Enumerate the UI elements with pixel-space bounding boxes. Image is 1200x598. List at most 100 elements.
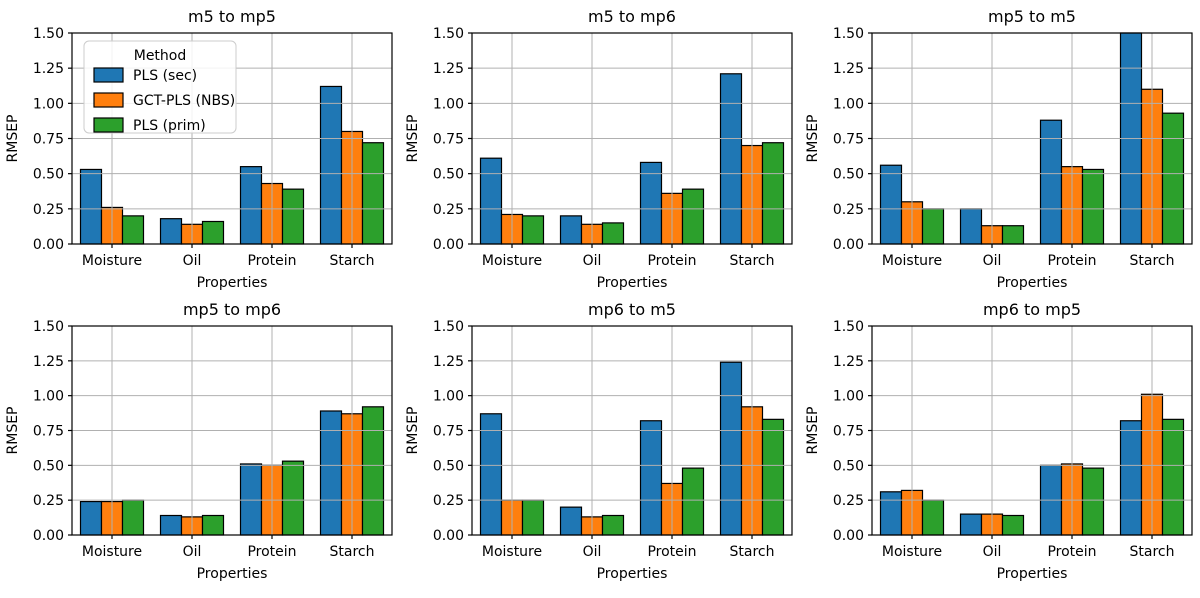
y-tick-label: 0.25 <box>433 493 464 509</box>
y-tick-label: 0.50 <box>33 167 64 183</box>
y-tick-label: 0.25 <box>33 202 64 218</box>
y-tick-label: 0.50 <box>833 458 864 474</box>
bar-pls-sec--starch <box>719 73 743 245</box>
x-tick-label-protein: Protein <box>647 253 696 269</box>
subplot-mp6-to-mp5: 0.00 0.25 0.50 0.75 1.00 1.25 1.50 Moisture Oil P… <box>800 297 1200 594</box>
subplot-title: mp6 to m5 <box>588 300 676 319</box>
y-tick-label: 1.00 <box>33 389 64 405</box>
y-tick-label: 1.00 <box>833 96 864 112</box>
bar-pls-prim--starch <box>761 418 785 536</box>
bar-pls-sec--oil <box>559 215 583 245</box>
y-tick-label: 1.50 <box>33 319 64 335</box>
y-axis-label: RMSEP <box>405 115 421 163</box>
bar-pls-prim--starch <box>361 142 385 245</box>
y-tick-label: 1.25 <box>33 354 64 370</box>
x-axis-label: Properties <box>197 566 268 582</box>
x-tick-label-starch: Starch <box>1130 253 1175 269</box>
y-tick-label: 1.50 <box>33 26 64 42</box>
bar-pls-sec--starch <box>319 85 343 245</box>
subplot-mp6-to-m5: 0.00 0.25 0.50 0.75 1.00 1.25 1.50 Moisture Oil P… <box>400 297 800 594</box>
y-tick-label: 1.50 <box>433 319 464 335</box>
legend: Method PLS (sec) GCT-PLS (NBS) PLS (prim) <box>83 40 237 134</box>
bar-pls-sec--starch <box>319 410 343 536</box>
subplot-title: m5 to mp6 <box>588 7 676 26</box>
x-tick-label-oil: Oil <box>183 544 202 560</box>
y-tick-label: 0.50 <box>33 458 64 474</box>
bar-pls-prim--protein <box>1081 168 1105 245</box>
y-tick-label: 1.50 <box>833 319 864 335</box>
bar-pls-prim--oil <box>201 220 225 245</box>
y-tick-label: 0.75 <box>33 424 64 440</box>
bar-pls-prim--moisture <box>521 499 545 536</box>
bar-pls-sec--moisture <box>479 157 503 245</box>
y-tick-label: 1.00 <box>433 389 464 405</box>
y-tick-label: 1.00 <box>33 96 64 112</box>
bar-pls-prim--starch <box>1161 112 1185 245</box>
legend-title: Method <box>134 48 187 64</box>
y-tick-label: 0.75 <box>33 132 64 148</box>
y-tick-label: 0.25 <box>833 493 864 509</box>
bar-pls-prim--protein <box>1081 467 1105 536</box>
subplot-mp5-to-mp6: 0.00 0.25 0.50 0.75 1.00 1.25 1.50 Moisture Oil P… <box>0 297 400 594</box>
bar-pls-prim--oil <box>601 514 625 536</box>
chart-svg-mp5-to-mp6: 0.00 0.25 0.50 0.75 1.00 1.25 1.50 Moisture Oil P… <box>5 300 393 582</box>
y-tick-label: 0.00 <box>433 528 464 544</box>
bar-pls-prim--oil <box>1001 514 1025 536</box>
y-tick-label: 1.25 <box>833 354 864 370</box>
subplot-title: mp5 to m5 <box>988 7 1076 26</box>
y-tick-label: 0.25 <box>433 202 464 218</box>
y-tick-label: 0.75 <box>433 424 464 440</box>
x-axis-label: Properties <box>597 566 668 582</box>
subplot-mp5-to-m5: 0.00 0.25 0.50 0.75 1.00 1.25 1.50 Moisture Oil P… <box>800 0 1200 297</box>
bar-pls-prim--starch <box>1161 418 1185 536</box>
x-tick-label-protein: Protein <box>1047 253 1096 269</box>
x-axis-label: Properties <box>997 566 1068 582</box>
x-tick-label-oil: Oil <box>983 544 1002 560</box>
bar-pls-sec--oil <box>159 514 183 536</box>
x-tick-label-protein: Protein <box>247 544 296 560</box>
x-tick-label-oil: Oil <box>583 253 602 269</box>
y-tick-label: 1.50 <box>433 26 464 42</box>
x-tick-label-starch: Starch <box>330 544 375 560</box>
bar-pls-sec--moisture <box>879 491 903 536</box>
x-tick-label-starch: Starch <box>330 253 375 269</box>
bar-pls-prim--moisture <box>121 215 145 245</box>
legend-label-1: PLS (sec) <box>133 68 197 84</box>
y-tick-label: 0.75 <box>433 132 464 148</box>
bar-pls-prim--moisture <box>121 499 145 536</box>
y-tick-label: 1.00 <box>833 389 864 405</box>
y-axis-label: RMSEP <box>5 115 21 163</box>
x-tick-label-protein: Protein <box>1047 544 1096 560</box>
y-axis-label: RMSEP <box>405 407 421 455</box>
subplot-title: mp6 to mp5 <box>983 300 1081 319</box>
x-axis-label: Properties <box>597 275 668 291</box>
legend-frame <box>83 40 237 134</box>
y-tick-label: 0.25 <box>833 202 864 218</box>
bar-pls-sec--moisture <box>79 500 103 536</box>
bar-pls-prim--protein <box>681 188 705 245</box>
x-tick-label-moisture: Moisture <box>82 253 142 269</box>
bar-pls-sec--oil <box>959 513 983 536</box>
y-tick-label: 0.00 <box>33 237 64 253</box>
chart-svg-mp6-to-mp5: 0.00 0.25 0.50 0.75 1.00 1.25 1.50 Moisture Oil P… <box>805 300 1193 582</box>
bar-pls-sec--oil <box>159 218 183 245</box>
y-tick-label: 0.75 <box>833 132 864 148</box>
y-tick-label: 0.50 <box>433 167 464 183</box>
chart-svg-mp6-to-m5: 0.00 0.25 0.50 0.75 1.00 1.25 1.50 Moisture Oil P… <box>405 300 793 582</box>
y-axis-label: RMSEP <box>805 407 821 455</box>
y-tick-label: 0.00 <box>433 237 464 253</box>
x-tick-label-starch: Starch <box>730 544 775 560</box>
bar-pls-prim--moisture <box>521 215 545 245</box>
y-tick-label: 0.00 <box>833 528 864 544</box>
bar-pls-sec--starch <box>1119 420 1143 536</box>
x-tick-label-oil: Oil <box>983 253 1002 269</box>
y-tick-label: 0.50 <box>433 458 464 474</box>
subplot-m5-to-mp6: 0.00 0.25 0.50 0.75 1.00 1.25 1.50 Moisture Oil P… <box>400 0 800 297</box>
y-tick-label: 1.50 <box>833 26 864 42</box>
bar-pls-prim--oil <box>601 222 625 245</box>
y-axis-label: RMSEP <box>5 407 21 455</box>
bar-pls-prim--protein <box>281 188 305 245</box>
y-tick-label: 0.00 <box>833 237 864 253</box>
y-tick-label: 0.00 <box>33 528 64 544</box>
